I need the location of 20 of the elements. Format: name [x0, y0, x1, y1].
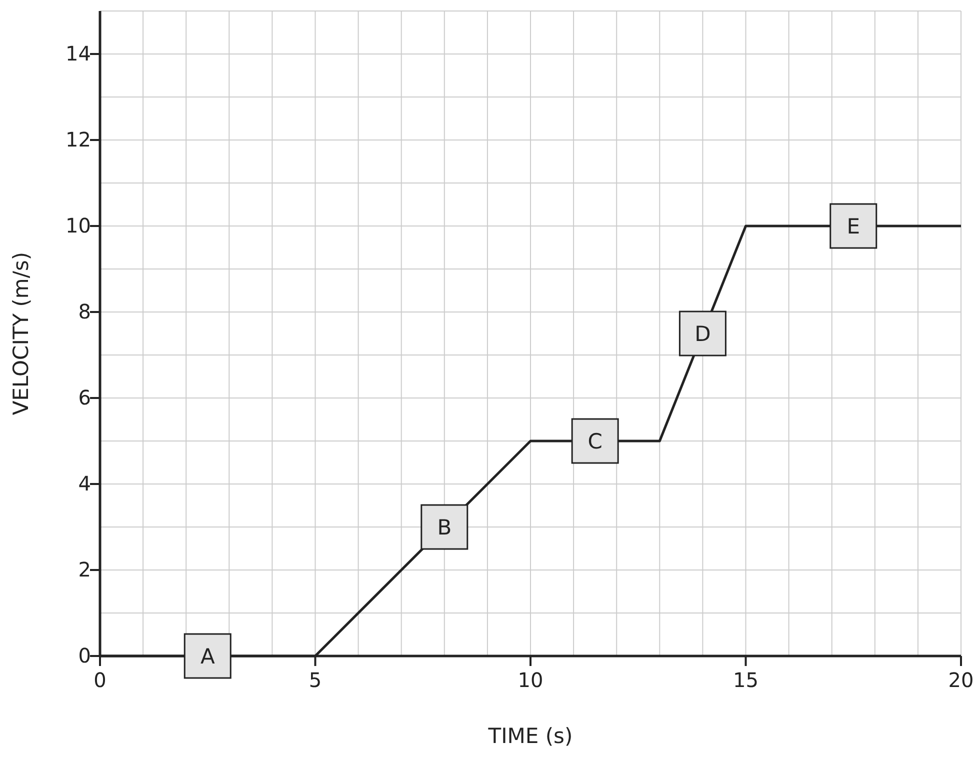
- x-axis-title: TIME (s): [487, 724, 573, 748]
- y-tick-label: 6: [78, 385, 91, 410]
- annotation: E: [846, 214, 860, 238]
- y-tick-label: 10: [66, 213, 91, 238]
- y-tick-label: 4: [78, 471, 91, 496]
- y-axis-title: VELOCITY (m/s): [9, 252, 33, 416]
- x-tick-label: 10: [518, 668, 544, 692]
- y-tick-label: 14: [66, 41, 91, 66]
- y-tick-label: 2: [78, 557, 91, 582]
- annotation: B: [437, 515, 452, 540]
- x-tick-label: 5: [308, 668, 322, 692]
- annotation: A: [200, 644, 216, 668]
- y-tick-label: 8: [78, 299, 91, 324]
- x-tick-label: 15: [733, 668, 758, 692]
- y-tick-label: 12: [66, 127, 91, 152]
- x-tick-label: 20: [948, 668, 974, 692]
- y-tick-label: 0: [78, 643, 91, 668]
- annotation: C: [588, 429, 602, 454]
- annotation: D: [694, 322, 711, 346]
- x-tick-label: 0: [94, 668, 106, 692]
